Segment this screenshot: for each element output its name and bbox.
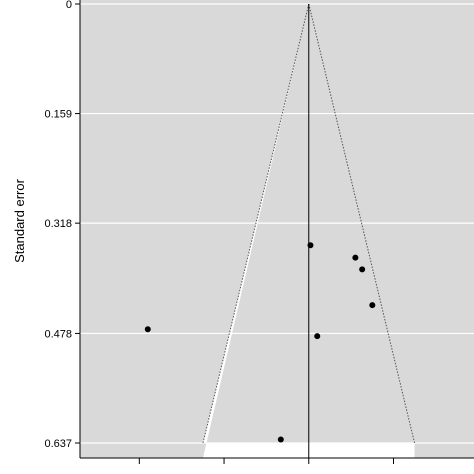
data-points (144, 242, 376, 443)
y-axis-title: Standard error (12, 178, 27, 262)
y-tick-label: 0.637 (44, 438, 72, 450)
funnel-right-edge (308, 3, 416, 444)
data-point (369, 302, 376, 309)
y-axis-ticks: 0 0.159 0.318 0.478 0.637 (44, 0, 80, 450)
funnel-left-edge (202, 3, 310, 444)
x-axis-ticks (138, 458, 395, 464)
y-tick-label: 0.318 (44, 218, 72, 230)
data-point (314, 333, 321, 340)
data-point (277, 436, 284, 443)
y-tick-label: 0 (66, 0, 72, 11)
data-point (144, 326, 151, 333)
plot-panel (80, 0, 474, 458)
y-tick-label: 0.478 (44, 328, 72, 340)
data-point (352, 254, 359, 261)
data-point (307, 242, 314, 249)
y-tick-label: 0.159 (44, 109, 72, 121)
data-point (359, 266, 366, 273)
